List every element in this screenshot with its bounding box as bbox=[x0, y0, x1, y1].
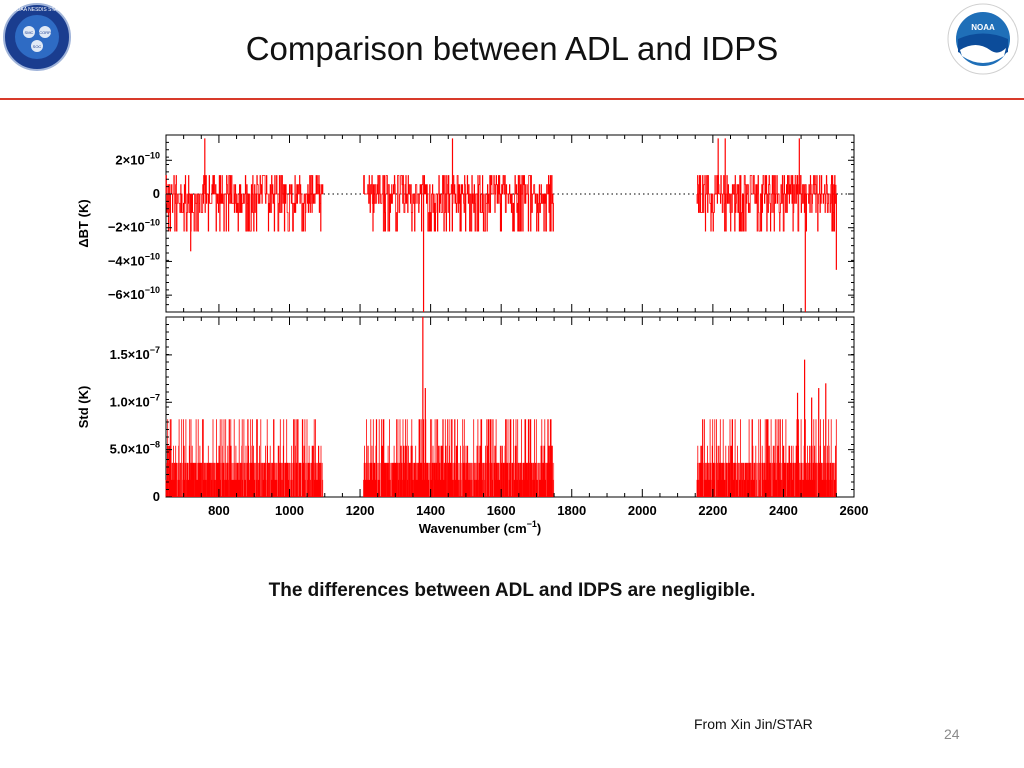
x-tick-label-2: 1200 bbox=[346, 503, 375, 518]
logo-text-nesdis: NOAA NESDIS STAR bbox=[13, 7, 62, 13]
delta-bt-series bbox=[165, 138, 837, 312]
std-y-tick-label-exp-0: −7 bbox=[150, 345, 160, 355]
noaa-logo: NOAA bbox=[947, 3, 1019, 75]
wavenumber-x-ticks: 800 1000 1200 1400 1600 1800 2000 2200 2400 2600 bbox=[183, 135, 869, 518]
std-y-tick-label-mantissa-0: 1.5×10 bbox=[110, 347, 150, 362]
std-y-tick-label-0: 1.5×10−7 bbox=[110, 345, 160, 362]
delta-bt-y-tick-label-mantissa-1: 0 bbox=[153, 186, 160, 201]
delta-bt-y-tick-label-exp-0: −10 bbox=[145, 150, 160, 160]
noaa-nesdis-star-logo: SMC CORP SOC NOAA NESDIS STAR bbox=[3, 3, 71, 71]
std-y-ticks: 1.5×10−71.0×10−75.0×10−80 bbox=[110, 324, 854, 504]
logo-text-soc: SOC bbox=[33, 44, 42, 49]
std-series-fill-2 bbox=[696, 462, 837, 497]
delta-bt-y-tick-label-2: −2×10−10 bbox=[108, 218, 160, 235]
delta-bt-y-tick-label-mantissa-2: −2×10 bbox=[108, 220, 145, 235]
std-panel: 1.5×10−71.0×10−75.0×10−80 800 1000 1200 140… bbox=[76, 135, 868, 536]
std-series-fill-1 bbox=[363, 462, 555, 497]
std-y-tick-label-mantissa-3: 0 bbox=[153, 489, 160, 504]
x-tick-label-4: 1600 bbox=[487, 503, 516, 518]
slide-title: Comparison between ADL and IDPS bbox=[245, 30, 779, 67]
logo-text-smc: SMC bbox=[25, 30, 34, 35]
std-y-axis-label: Std (K) bbox=[76, 386, 91, 429]
x-tick-label-6: 2000 bbox=[628, 503, 657, 518]
std-y-tick-label-mantissa-1: 1.0×10 bbox=[110, 394, 150, 409]
delta-bt-series-band-2 bbox=[696, 175, 837, 232]
delta-bt-y-tick-label-3: −4×10−10 bbox=[108, 251, 160, 268]
std-y-tick-label-2: 5.0×10−8 bbox=[110, 440, 160, 457]
delta-bt-y-tick-label-4: −6×10−10 bbox=[108, 285, 160, 302]
x-tick-label-3: 1400 bbox=[416, 503, 445, 518]
x-tick-label-8: 2400 bbox=[769, 503, 798, 518]
delta-bt-plot-frame bbox=[165, 134, 855, 313]
std-y-tick-label-1: 1.0×10−7 bbox=[110, 392, 160, 409]
std-y-tick-label-3: 0 bbox=[153, 489, 160, 504]
std-y-tick-label-exp-2: −8 bbox=[150, 440, 160, 450]
x-tick-label-1: 1000 bbox=[275, 503, 304, 518]
adl-idps-comparison-chart: 2×10−100−2×10−10−4×10−10−6×10−10 ΔBT (K)… bbox=[76, 134, 868, 536]
delta-bt-series-band-0 bbox=[165, 175, 324, 232]
delta-bt-series-band-1 bbox=[363, 175, 554, 232]
delta-bt-y-tick-label-mantissa-3: −4×10 bbox=[108, 253, 145, 268]
wavenumber-x-axis-label: Wavenumber (cm−1) bbox=[419, 519, 542, 536]
delta-bt-y-ticks: 2×10−100−2×10−10−4×10−10−6×10−10 bbox=[108, 141, 854, 306]
delta-bt-y-tick-label-exp-4: −10 bbox=[145, 285, 160, 295]
delta-bt-y-axis-label: ΔBT (K) bbox=[76, 199, 91, 247]
x-tick-label-7: 2200 bbox=[698, 503, 727, 518]
x-axis-label-exp: −1 bbox=[527, 519, 537, 529]
title-divider bbox=[0, 98, 1024, 100]
x-axis-label-main: Wavenumber (cm bbox=[419, 521, 527, 536]
delta-bt-y-tick-label-mantissa-4: −6×10 bbox=[108, 287, 145, 302]
logo-text-corp: CORP bbox=[39, 30, 51, 35]
x-tick-label-9: 2600 bbox=[840, 503, 869, 518]
std-series bbox=[165, 317, 837, 497]
delta-bt-panel: 2×10−100−2×10−10−4×10−10−6×10−10 ΔBT (K) bbox=[76, 134, 855, 313]
slide-caption: The differences between ADL and IDPS are… bbox=[268, 580, 756, 601]
page-number: 24 bbox=[944, 726, 960, 742]
delta-bt-y-tick-label-exp-3: −10 bbox=[145, 251, 160, 261]
logo-text-noaa: NOAA bbox=[971, 23, 995, 32]
x-tick-label-0: 800 bbox=[208, 503, 230, 518]
delta-bt-y-tick-label-1: 0 bbox=[153, 186, 160, 201]
delta-bt-y-tick-label-exp-2: −10 bbox=[145, 218, 160, 228]
x-tick-label-5: 1800 bbox=[557, 503, 586, 518]
slide-credit: From Xin Jin/STAR bbox=[694, 716, 813, 732]
std-y-tick-label-exp-1: −7 bbox=[150, 392, 160, 402]
delta-bt-y-tick-label-mantissa-0: 2×10 bbox=[115, 152, 144, 167]
std-y-tick-label-mantissa-2: 5.0×10 bbox=[110, 442, 150, 457]
std-series-fill-0 bbox=[166, 462, 324, 497]
delta-bt-y-tick-label-0: 2×10−10 bbox=[115, 150, 160, 167]
x-axis-label-suffix: ) bbox=[537, 521, 541, 536]
